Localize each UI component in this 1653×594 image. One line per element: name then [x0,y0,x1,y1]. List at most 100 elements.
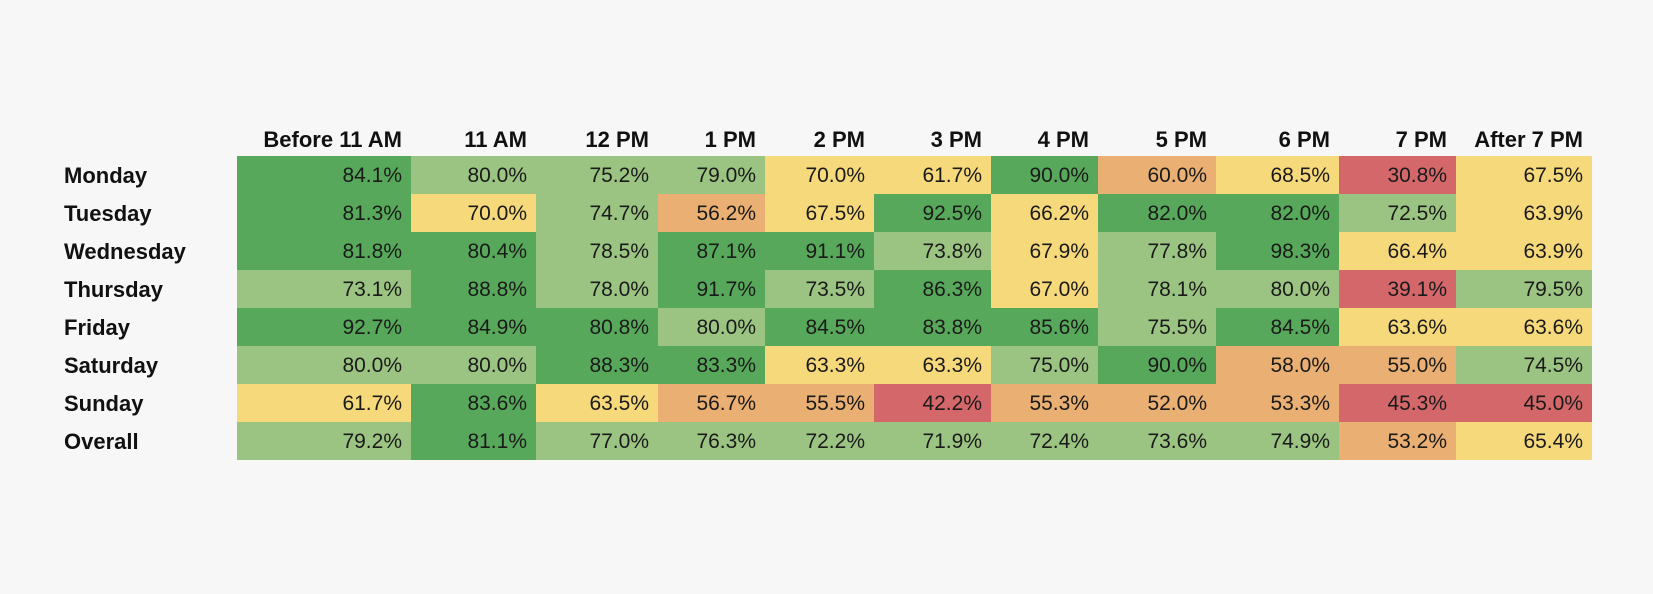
heatmap-cell-wednesday-11-am [411,232,536,270]
cell-value-wednesday-after-7-pm: 63.9% [1523,240,1583,263]
cell-value-wednesday-2-pm: 91.1% [805,240,865,263]
heatmap-cell-overall-before-11-am [237,422,411,460]
heatmap-cell-tuesday-1-pm [658,194,765,232]
column-header-6-pm: 6 PM [1279,127,1330,152]
heatmap-cell-sunday-2-pm [765,384,874,422]
heatmap-cell-tuesday-12-pm [536,194,658,232]
heatmap-cell-friday-1-pm [658,308,765,346]
heatmap-cell-overall-12-pm [536,422,658,460]
cell-value-sunday-3-pm: 42.2% [922,392,982,415]
cell-value-wednesday-11-am: 80.4% [467,240,527,263]
cell-value-friday-1-pm: 80.0% [696,316,756,339]
heatmap-cell-sunday-5-pm [1098,384,1216,422]
heatmap-cell-wednesday-12-pm [536,232,658,270]
heatmap-cell-tuesday-before-11-am [237,194,411,232]
cell-value-wednesday-3-pm: 73.8% [922,240,982,263]
heatmap-cell-tuesday-11-am [411,194,536,232]
cell-value-saturday-1-pm: 83.3% [696,354,756,377]
heatmap-cell-overall-11-am [411,422,536,460]
cell-value-overall-7-pm: 53.2% [1387,430,1447,453]
heatmap-cell-friday-12-pm [536,308,658,346]
heatmap-cell-sunday-3-pm [874,384,991,422]
cell-value-thursday-4-pm: 67.0% [1029,278,1089,301]
cell-value-saturday-3-pm: 63.3% [922,354,982,377]
heatmap-cell-saturday-11-am [411,346,536,384]
heatmap-cell-thursday-2-pm [765,270,874,308]
cell-value-monday-11-am: 80.0% [467,164,527,187]
cell-value-saturday-5-pm: 90.0% [1147,354,1207,377]
cell-value-saturday-before-11-am: 80.0% [342,354,402,377]
cell-value-monday-6-pm: 68.5% [1270,164,1330,187]
heatmap-cell-friday-after-7-pm [1456,308,1592,346]
column-header-12-pm: 12 PM [585,127,649,152]
cell-value-tuesday-5-pm: 82.0% [1147,202,1207,225]
cell-value-overall-1-pm: 76.3% [696,430,756,453]
cell-value-monday-7-pm: 30.8% [1387,164,1447,187]
heatmap-cell-thursday-4-pm [991,270,1098,308]
row-header-overall: Overall [64,429,139,454]
column-header-11-am: 11 AM [464,127,527,152]
heatmap-cell-sunday-4-pm [991,384,1098,422]
heatmap-cell-overall-4-pm [991,422,1098,460]
column-labels: Before 11 AM 11 AM 12 PM 1 PM 2 PM 3 PM 4 PM 5 … [263,127,1583,152]
heatmap-cell-wednesday-7-pm [1339,232,1456,270]
heatmap-cell-friday-3-pm [874,308,991,346]
cell-value-thursday-5-pm: 78.1% [1147,278,1207,301]
row-header-tuesday: Tuesday [64,201,152,226]
heatmap-cell-monday-2-pm [765,156,874,194]
heatmap-cell-friday-6-pm [1216,308,1339,346]
cell-value-tuesday-2-pm: 67.5% [805,202,865,225]
column-header-5-pm: 5 PM [1156,127,1207,152]
cell-value-overall-4-pm: 72.4% [1029,430,1089,453]
column-header-3-pm: 3 PM [931,127,982,152]
column-header-7-pm: 7 PM [1396,127,1447,152]
row-labels: Monday Tuesday Wednesday Thursday Friday Satu… [64,163,187,454]
heatmap-cell-wednesday-2-pm [765,232,874,270]
heatmap-cell-overall-6-pm [1216,422,1339,460]
heatmap-cell-wednesday-before-11-am [237,232,411,270]
heatmap-cell-friday-5-pm [1098,308,1216,346]
heatmap-cell-friday-before-11-am [237,308,411,346]
heatmap-cell-thursday-7-pm [1339,270,1456,308]
cell-value-overall-after-7-pm: 65.4% [1523,430,1583,453]
cell-value-friday-11-am: 84.9% [467,316,527,339]
heatmap-cell-tuesday-3-pm [874,194,991,232]
heatmap-cell-saturday-5-pm [1098,346,1216,384]
cell-value-thursday-1-pm: 91.7% [696,278,756,301]
cell-value-tuesday-11-am: 70.0% [467,202,527,225]
column-header-1-pm: 1 PM [705,127,756,152]
heatmap-cell-sunday-6-pm [1216,384,1339,422]
cell-value-sunday-5-pm: 52.0% [1147,392,1207,415]
heatmap-cell-thursday-12-pm [536,270,658,308]
heatmap-cell-wednesday-5-pm [1098,232,1216,270]
cell-value-sunday-2-pm: 55.5% [805,392,865,415]
heatmap-cell-sunday-7-pm [1339,384,1456,422]
heatmap-cell-sunday-1-pm [658,384,765,422]
cell-value-saturday-6-pm: 58.0% [1270,354,1330,377]
heatmap-cell-tuesday-2-pm [765,194,874,232]
heatmap-cell-overall-after-7-pm [1456,422,1592,460]
cell-value-tuesday-7-pm: 72.5% [1387,202,1447,225]
cell-value-thursday-12-pm: 78.0% [589,278,649,301]
cell-value-overall-3-pm: 71.9% [922,430,982,453]
heatmap-cell-saturday-12-pm [536,346,658,384]
heatmap-cell-overall-5-pm [1098,422,1216,460]
cell-value-thursday-7-pm: 39.1% [1387,278,1447,301]
heatmap-cell-monday-1-pm [658,156,765,194]
cell-value-wednesday-4-pm: 67.9% [1029,240,1089,263]
cell-value-friday-3-pm: 83.8% [922,316,982,339]
cell-value-wednesday-12-pm: 78.5% [589,240,649,263]
heatmap-cell-monday-12-pm [536,156,658,194]
cell-value-tuesday-4-pm: 66.2% [1029,202,1089,225]
cell-value-sunday-before-11-am: 61.7% [342,392,402,415]
heatmap-cell-monday-4-pm [991,156,1098,194]
row-header-thursday: Thursday [64,277,164,302]
cell-value-saturday-2-pm: 63.3% [805,354,865,377]
cell-value-wednesday-5-pm: 77.8% [1147,240,1207,263]
row-header-friday: Friday [64,315,131,340]
cell-value-friday-7-pm: 63.6% [1387,316,1447,339]
cell-value-saturday-12-pm: 88.3% [589,354,649,377]
heatmap-cell-monday-3-pm [874,156,991,194]
cell-value-overall-before-11-am: 79.2% [342,430,402,453]
